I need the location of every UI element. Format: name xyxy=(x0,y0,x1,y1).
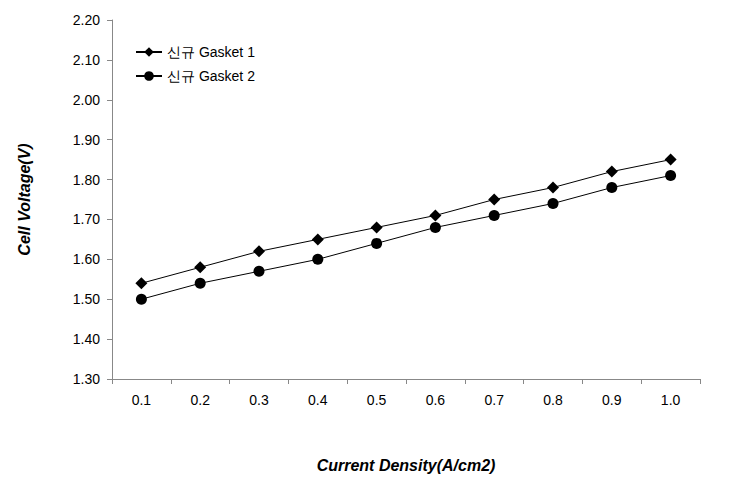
svg-text:0.6: 0.6 xyxy=(426,392,446,408)
svg-text:0.8: 0.8 xyxy=(543,392,563,408)
svg-text:1.30: 1.30 xyxy=(73,371,100,387)
svg-text:0.9: 0.9 xyxy=(602,392,622,408)
svg-text:0.5: 0.5 xyxy=(367,392,387,408)
svg-text:2.10: 2.10 xyxy=(73,52,100,68)
svg-text:0.3: 0.3 xyxy=(249,392,269,408)
svg-text:신규 Gasket 1: 신규 Gasket 1 xyxy=(167,44,255,60)
svg-text:1.90: 1.90 xyxy=(73,132,100,148)
svg-text:1.80: 1.80 xyxy=(73,172,100,188)
svg-text:1.0: 1.0 xyxy=(661,392,681,408)
svg-text:Cell Voltage(V): Cell Voltage(V) xyxy=(16,143,33,255)
svg-text:0.4: 0.4 xyxy=(308,392,328,408)
svg-text:1.50: 1.50 xyxy=(73,291,100,307)
svg-text:0.1: 0.1 xyxy=(132,392,152,408)
svg-text:1.40: 1.40 xyxy=(73,331,100,347)
svg-text:Current Density(A/cm2): Current Density(A/cm2) xyxy=(317,457,496,474)
svg-text:0.7: 0.7 xyxy=(484,392,504,408)
svg-text:1.70: 1.70 xyxy=(73,211,100,227)
svg-text:0.2: 0.2 xyxy=(190,392,210,408)
svg-text:2.00: 2.00 xyxy=(73,92,100,108)
svg-text:신규 Gasket 2: 신규 Gasket 2 xyxy=(167,68,255,84)
svg-text:1.60: 1.60 xyxy=(73,251,100,267)
svg-text:2.20: 2.20 xyxy=(73,12,100,28)
